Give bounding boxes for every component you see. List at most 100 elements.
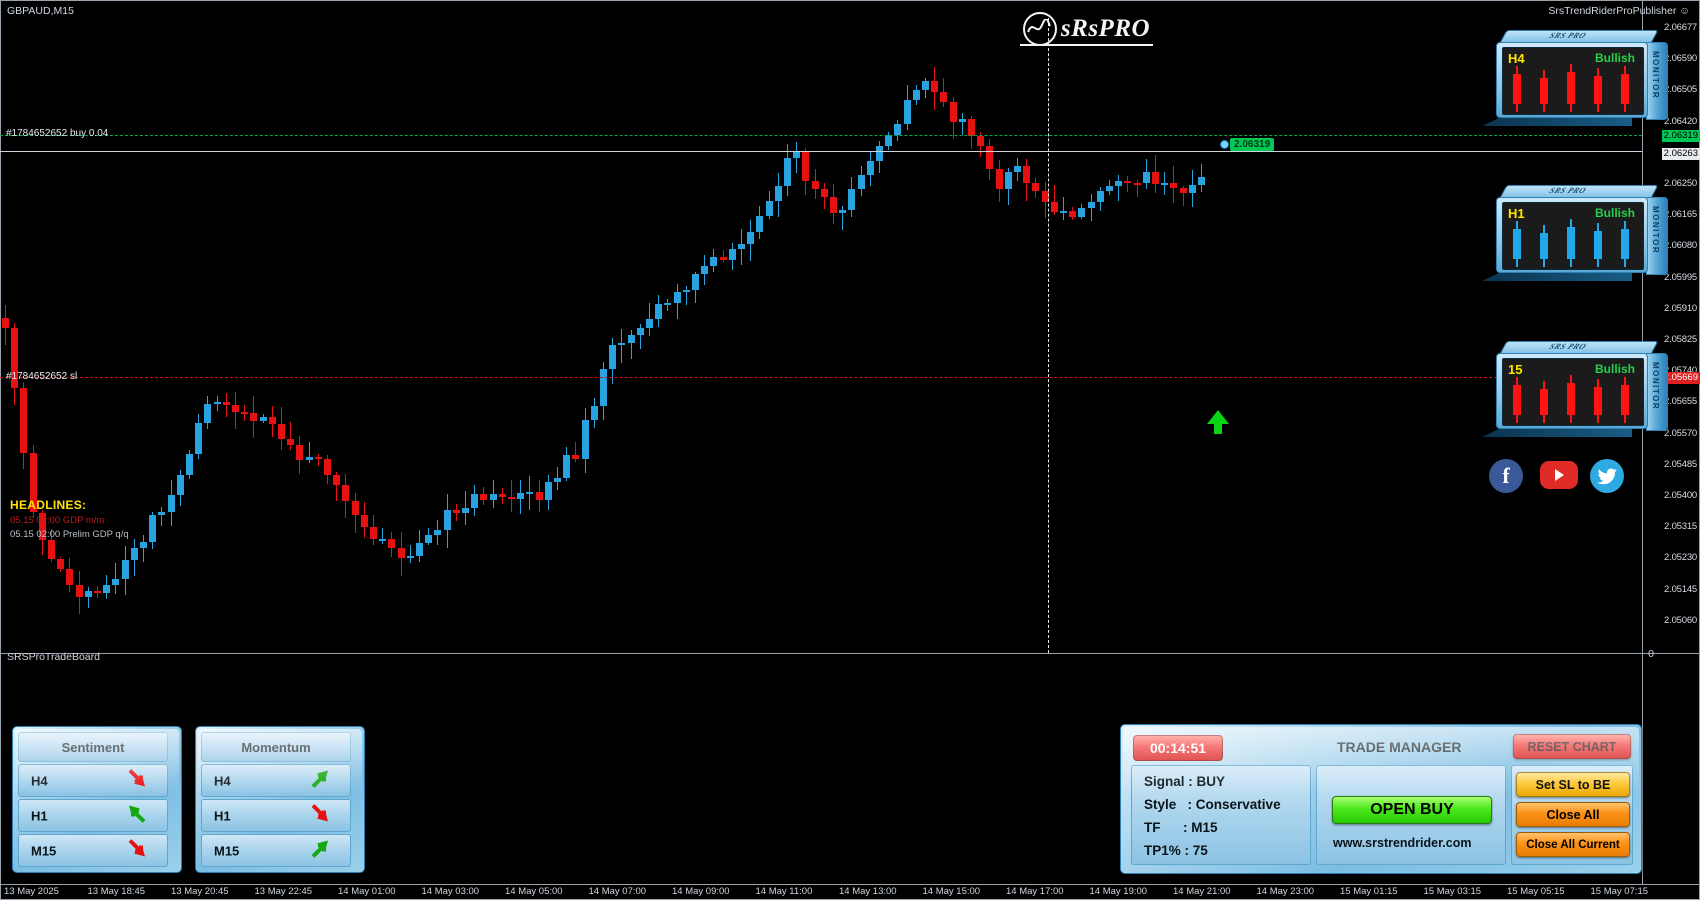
arrow-up-icon [308, 766, 332, 795]
symbol-label: GBPAUD,M15 [7, 5, 74, 17]
facebook-icon[interactable]: f [1489, 459, 1523, 493]
subwindow-zero-label: 0 [1648, 648, 1654, 660]
actions-box: Set SL to BE Close All Close All Current [1511, 765, 1633, 865]
monitor-base-shadow [1482, 116, 1632, 126]
price-axis-tick: 2.05825 [1664, 334, 1697, 345]
time-axis-tick: 14 May 09:00 [672, 886, 730, 897]
price-axis-tick: 2.05655 [1664, 396, 1697, 408]
candlestick-plot [0, 18, 1642, 648]
price-axis-tick: 2.05570 [1664, 427, 1697, 439]
monitor-side-label: MONITOR [1651, 51, 1660, 100]
crosshair-horizontal [0, 151, 1642, 152]
bid-price-badge: 2.06319 [1661, 130, 1700, 142]
price-axis-separator [1642, 0, 1643, 654]
time-axis-tick: 14 May 01:00 [338, 886, 396, 897]
monitor-side-panel: MONITOR [1646, 197, 1668, 275]
headline-row: 05.15 02:00 Prelim GDP q/q [10, 529, 129, 540]
price-axis-tick: 2.05995 [1664, 271, 1697, 283]
wave-circle-icon [1022, 12, 1057, 46]
headlines-block: HEADLINES: 05.15 02:00 GDP m/m 05.15 02:… [10, 498, 129, 540]
sentiment-row-label: H4 [31, 773, 48, 788]
arrow-down-icon [125, 766, 149, 795]
monitor-h1[interactable]: SRS PRO MONITOR H1 Bullish [1482, 185, 1668, 281]
monitor-status: Bullish [1594, 362, 1635, 376]
monitor-screen: 15 Bullish [1502, 358, 1644, 426]
momentum-row-label: H1 [214, 808, 231, 823]
time-axis-tick: 14 May 03:00 [421, 886, 480, 897]
buy-entry-line [0, 135, 1642, 136]
open-buy-button[interactable]: OPEN BUY [1332, 796, 1492, 824]
reset-chart-button[interactable]: RESET CHART [1513, 734, 1631, 759]
time-axis-tick: 14 May 11:00 [755, 886, 813, 897]
price-axis-tick: 2.05400 [1664, 490, 1697, 501]
monitor-status: Bullish [1594, 206, 1635, 220]
time-axis-tick: 13 May 22:45 [254, 886, 313, 897]
tp1-label: TP1% [1144, 843, 1181, 858]
trade-info-box: Signal : BUY Style : Conservative TF : M… [1131, 765, 1311, 865]
signal-label: Signal [1144, 774, 1185, 789]
stop-loss-line [0, 377, 1642, 378]
price-axis-tick: 2.05315 [1664, 521, 1697, 533]
trade-manager-title: TRADE MANAGER [1337, 739, 1462, 755]
tf-label: TF [1144, 820, 1161, 835]
tp1-value: 75 [1192, 843, 1208, 858]
time-axis-tick: 13 May 2025 [4, 886, 59, 897]
buy-signal-arrow-icon [1207, 410, 1229, 434]
crosshair-vertical [1048, 18, 1049, 653]
momentum-row-m15: M15 [201, 834, 351, 867]
price-axis-tick: 2.05230 [1664, 552, 1697, 564]
tp1-row: TP1% : 75 [1144, 843, 1208, 858]
stop-loss-label: #1784652652 sl [6, 371, 78, 382]
website-url[interactable]: www.srstrendrider.com [1333, 836, 1472, 850]
time-axis-tick: 15 May 01:15 [1340, 886, 1398, 897]
subwindow-separator [0, 653, 1700, 654]
arrow-down-icon [125, 836, 149, 865]
price-axis-tick: 2.06080 [1664, 240, 1697, 252]
time-axis-tick: 15 May 05:15 [1507, 886, 1565, 897]
close-all-button[interactable]: Close All [1516, 802, 1630, 827]
close-all-current-button[interactable]: Close All Current [1516, 832, 1630, 857]
bird-glyph-icon [1597, 468, 1617, 484]
time-axis-tick: 14 May 15:00 [922, 886, 981, 897]
style-label: Style [1144, 797, 1177, 812]
time-axis-tick: 14 May 17:00 [1006, 886, 1064, 897]
monitor-side-label: MONITOR [1651, 362, 1660, 411]
monitor-timeframe: 15 [1508, 362, 1523, 377]
monitor-side-panel: MONITOR [1646, 42, 1668, 120]
monitor-base-shadow [1482, 271, 1632, 281]
monitor-h4[interactable]: SRS PRO MONITOR H4 Bullish [1482, 30, 1668, 126]
time-axis-tick: 15 May 07:15 [1590, 886, 1649, 897]
youtube-icon[interactable] [1540, 461, 1578, 489]
sentiment-row-label: M15 [31, 843, 57, 858]
monitor-m15[interactable]: SRS PRO MONITOR 15 Bullish [1482, 341, 1668, 437]
arrow-down-icon [308, 801, 332, 830]
logo-text: sRsPRO [1060, 15, 1151, 42]
monitor-brand: SRS PRO [1547, 186, 1589, 195]
momentum-title: Momentum [201, 732, 351, 762]
momentum-title-label: Momentum [241, 739, 311, 755]
momentum-row-label: H4 [214, 773, 231, 788]
set-sl-to-be-button[interactable]: Set SL to BE [1516, 772, 1630, 797]
time-axis-tick: 15 May 03:15 [1423, 886, 1482, 897]
bid-marker-dot [1220, 140, 1229, 149]
time-axis-tick: 14 May 19:00 [1089, 886, 1148, 897]
headlines-title: HEADLINES: [10, 498, 87, 512]
sentiment-title-label: Sentiment [61, 739, 125, 755]
monitor-brand: SRS PRO [1547, 31, 1589, 40]
logo-underline [1020, 44, 1153, 46]
style-value: Conservative [1195, 797, 1281, 812]
price-axis-tick: 2.05145 [1664, 583, 1697, 595]
time-axis-tick: 14 May 13:00 [839, 886, 897, 897]
arrow-up-icon [308, 836, 332, 865]
price-axis-tick: 2.06677 [1664, 22, 1697, 33]
sentiment-title: Sentiment [18, 732, 168, 762]
monitor-side-label: MONITOR [1651, 206, 1660, 255]
time-axis-tick: 14 May 23:00 [1256, 886, 1315, 897]
sentiment-row-label: H1 [31, 808, 48, 823]
momentum-row-h1: H1 [201, 799, 351, 832]
twitter-icon[interactable] [1590, 459, 1624, 493]
sentiment-row-h1: H1 [18, 799, 168, 832]
subwindow-axis-separator [1642, 653, 1643, 885]
monitor-screen: H4 Bullish [1502, 47, 1644, 115]
